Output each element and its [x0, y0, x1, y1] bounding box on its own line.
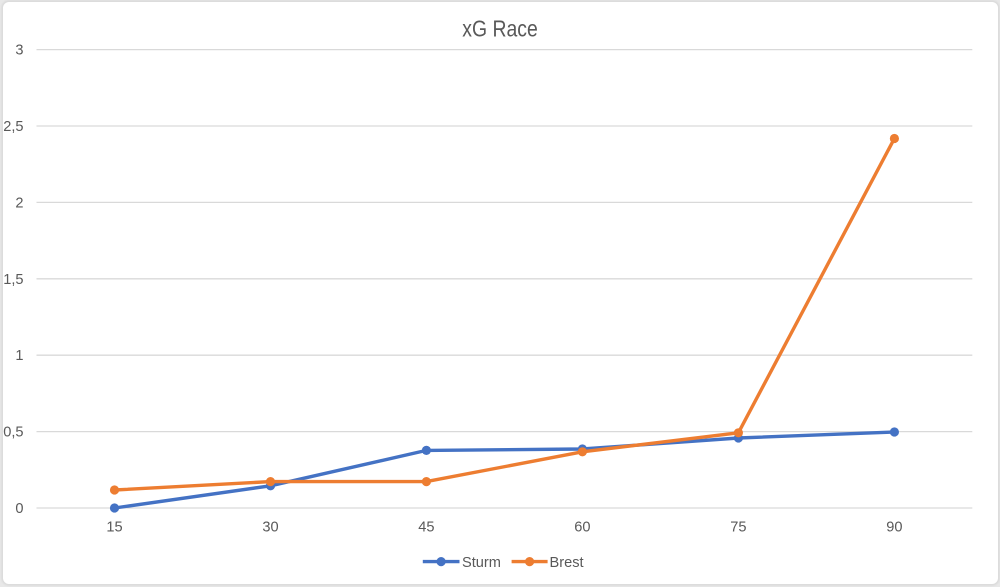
svg-text:0: 0: [15, 501, 23, 517]
svg-text:0,5: 0,5: [3, 425, 23, 441]
svg-text:75: 75: [730, 519, 746, 535]
svg-text:60: 60: [574, 519, 590, 535]
svg-text:Sturm: Sturm: [462, 555, 501, 571]
svg-text:45: 45: [418, 519, 434, 535]
svg-text:Brest: Brest: [550, 555, 584, 571]
svg-text:30: 30: [262, 519, 278, 535]
svg-text:15: 15: [106, 519, 122, 535]
svg-text:1,5: 1,5: [3, 272, 23, 288]
svg-text:3: 3: [15, 43, 23, 59]
svg-text:2,5: 2,5: [3, 119, 23, 135]
svg-text:xG Race: xG Race: [462, 16, 538, 42]
svg-text:90: 90: [886, 519, 902, 535]
svg-text:2: 2: [15, 195, 23, 211]
svg-text:1: 1: [15, 348, 23, 364]
